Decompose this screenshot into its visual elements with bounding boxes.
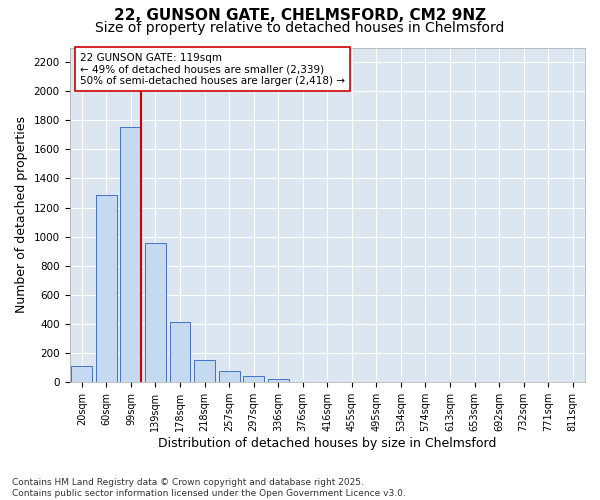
Bar — [268, 378, 289, 382]
Bar — [145, 243, 166, 382]
Text: Size of property relative to detached houses in Chelmsford: Size of property relative to detached ho… — [95, 21, 505, 35]
X-axis label: Distribution of detached houses by size in Chelmsford: Distribution of detached houses by size … — [158, 437, 496, 450]
Bar — [71, 366, 92, 382]
Text: 22, GUNSON GATE, CHELMSFORD, CM2 9NZ: 22, GUNSON GATE, CHELMSFORD, CM2 9NZ — [114, 8, 486, 22]
Bar — [243, 376, 264, 382]
Bar — [194, 360, 215, 382]
Bar — [170, 322, 190, 382]
Text: Contains HM Land Registry data © Crown copyright and database right 2025.
Contai: Contains HM Land Registry data © Crown c… — [12, 478, 406, 498]
Bar — [96, 195, 117, 382]
Bar — [218, 372, 239, 382]
Y-axis label: Number of detached properties: Number of detached properties — [15, 116, 28, 314]
Text: 22 GUNSON GATE: 119sqm
← 49% of detached houses are smaller (2,339)
50% of semi-: 22 GUNSON GATE: 119sqm ← 49% of detached… — [80, 52, 345, 86]
Bar — [121, 127, 142, 382]
